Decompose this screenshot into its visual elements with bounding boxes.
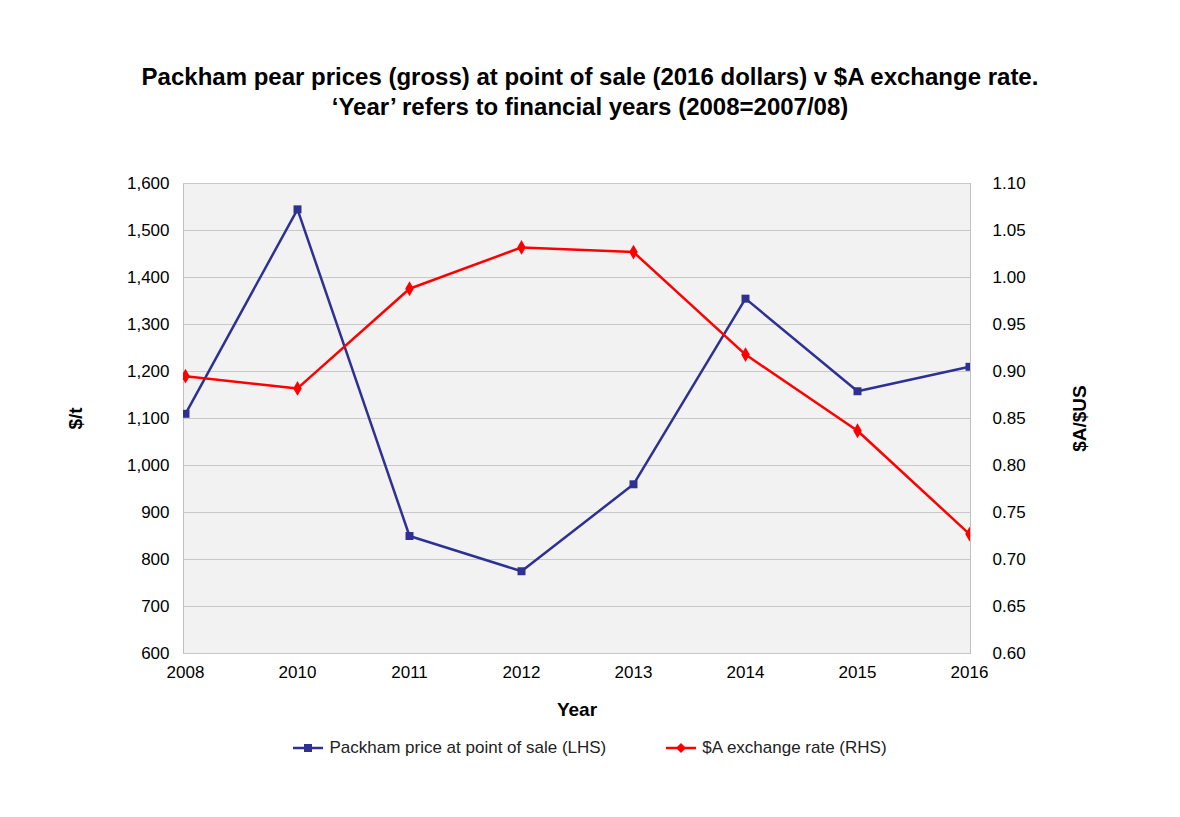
svg-text:2011: 2011 <box>391 663 428 682</box>
svg-text:2014: 2014 <box>727 663 765 682</box>
svg-text:2010: 2010 <box>279 663 317 682</box>
svg-text:1,400: 1,400 <box>127 268 170 287</box>
svg-text:600: 600 <box>141 644 169 663</box>
svg-text:2015: 2015 <box>839 663 877 682</box>
svg-text:0.90: 0.90 <box>993 362 1026 381</box>
svg-text:1.10: 1.10 <box>993 174 1026 193</box>
svg-text:2012: 2012 <box>503 663 541 682</box>
svg-text:0.85: 0.85 <box>993 409 1026 428</box>
svg-text:2016: 2016 <box>951 663 989 682</box>
html-text:Packham price at point of sale: Packham price at point of sale (LHS) <box>329 738 607 757</box>
svg-text:$/t: $/t <box>65 407 86 430</box>
html-text:$A exchange rate (RHS): $A exchange rate (RHS) <box>702 738 887 757</box>
svg-text:1.00: 1.00 <box>993 268 1026 287</box>
svg-text:2013: 2013 <box>615 663 653 682</box>
svg-text:0.80: 0.80 <box>993 456 1026 475</box>
svg-text:800: 800 <box>141 550 169 569</box>
svg-text:1,000: 1,000 <box>127 456 170 475</box>
svg-text:1,300: 1,300 <box>127 315 170 334</box>
svg-text:1,500: 1,500 <box>127 221 170 240</box>
svg-text:1,600: 1,600 <box>127 174 170 193</box>
svg-text:0.70: 0.70 <box>993 550 1026 569</box>
svg-text:1,200: 1,200 <box>127 362 170 381</box>
html-text:Packham pear prices (gross) at: Packham pear prices (gross) at point of … <box>141 63 1052 120</box>
svg-text:0.95: 0.95 <box>993 315 1026 334</box>
svg-text:Year: Year <box>557 699 598 720</box>
svg-text:700: 700 <box>141 597 169 616</box>
svg-text:$A/$US: $A/$US <box>1069 385 1090 452</box>
svg-text:0.60: 0.60 <box>993 644 1026 663</box>
svg-text:0.65: 0.65 <box>993 597 1026 616</box>
svg-text:0.75: 0.75 <box>993 503 1026 522</box>
svg-text:2008: 2008 <box>167 663 205 682</box>
svg-text:1.05: 1.05 <box>993 221 1026 240</box>
svg-text:900: 900 <box>141 503 169 522</box>
svg-text:1,100: 1,100 <box>127 409 170 428</box>
